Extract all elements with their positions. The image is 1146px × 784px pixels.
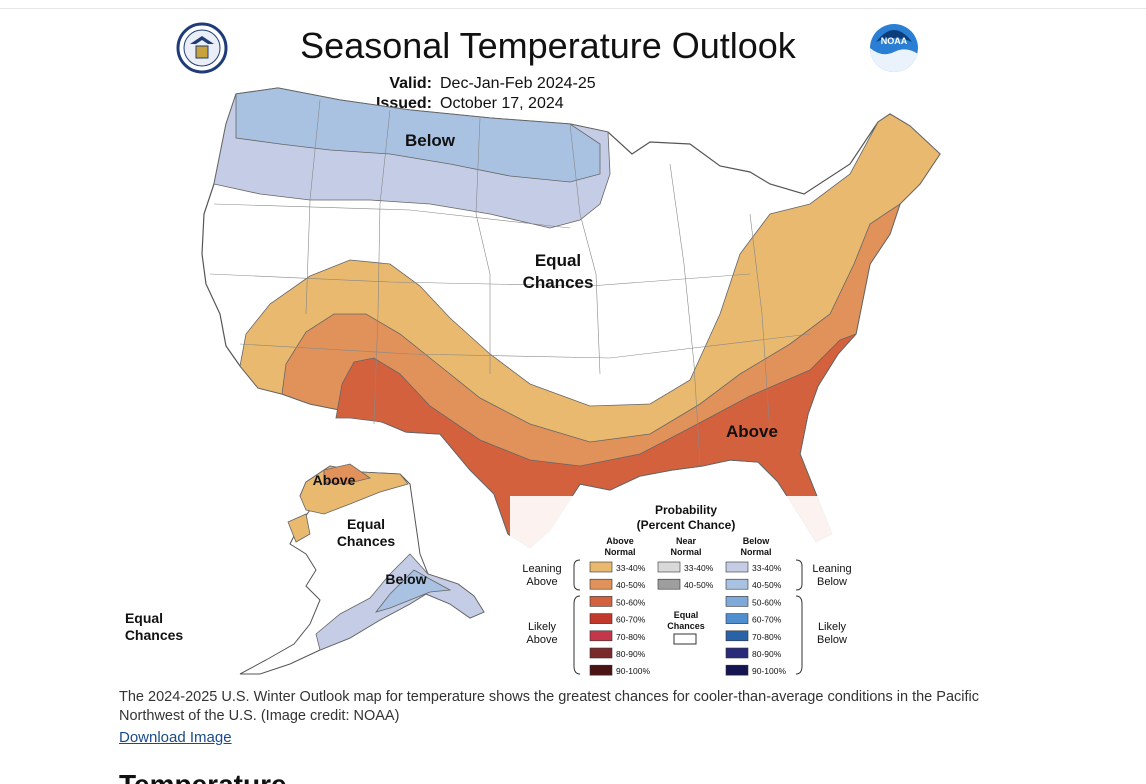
legend-swatch-above-0 — [589, 561, 613, 573]
legend-swatch-below-3 — [725, 613, 749, 624]
label-alaska-below: Below — [385, 571, 426, 587]
legend-label-above-5: 80-90% — [616, 649, 646, 659]
legend-label-below-0: 33-40% — [752, 563, 782, 573]
label-alaska-equal-2: Chances — [337, 533, 396, 549]
legend-label-below-4: 70-80% — [752, 632, 782, 642]
legend-label-above-0: 33-40% — [616, 563, 646, 573]
legend-label-below-6: 90-100% — [752, 666, 786, 676]
legend-col-above-1: Above — [606, 536, 634, 546]
label-equal-center-2: Chances — [523, 273, 594, 292]
label-alaska-equal-1: Equal — [347, 516, 385, 532]
label-equal-center-1: Equal — [535, 251, 581, 270]
valid-value: Dec-Jan-Feb 2024-25 — [440, 75, 596, 92]
legend-swatch-above-1 — [589, 578, 613, 590]
legend-swatch-near-1 — [657, 578, 681, 590]
legend-col-below-1: Below — [743, 536, 771, 546]
legend-title-1: Probability — [655, 503, 717, 517]
seasonal-outlook-map: NOAA Seasonal Temperature Outlook Valid:… — [110, 14, 990, 682]
legend-swatch-above-6 — [589, 664, 613, 676]
below-40-50-zone — [235, 87, 601, 183]
legend-label-above-4: 70-80% — [616, 632, 646, 642]
legend-label-above-3: 60-70% — [616, 615, 646, 625]
valid-label: Valid: — [389, 75, 432, 92]
noaa-logo: NOAA — [870, 24, 918, 72]
legend-swatch-above-5 — [589, 647, 613, 659]
legend-label-below-3: 60-70% — [752, 615, 782, 625]
image-caption: The 2024-2025 U.S. Winter Outlook map fo… — [119, 689, 979, 724]
legend-swatch-above-4 — [589, 630, 613, 642]
legend-likely-above-1: Likely — [528, 621, 557, 633]
top-divider — [0, 8, 1146, 9]
legend-likely-below-1: Likely — [818, 621, 847, 633]
legend-col-near-2: Normal — [670, 547, 701, 557]
legend-braces — [573, 559, 803, 675]
legend-label-below-1: 40-50% — [752, 580, 782, 590]
label-below-north: Below — [405, 131, 456, 150]
legend-likely-above-2: Above — [526, 634, 557, 646]
next-section-heading: Temperature — [119, 770, 287, 784]
legend-label-below-2: 50-60% — [752, 597, 782, 607]
legend-swatch-above-3 — [589, 613, 613, 624]
legend-label-above-2: 50-60% — [616, 597, 646, 607]
label-above-southeast: Above — [726, 422, 778, 441]
legend-leaning-below-2: Below — [817, 576, 847, 588]
legend-leaning-above-1: Leaning — [522, 563, 561, 575]
legend-rows: 33-40% 40-50% 50-60% 60-70% 70-80% 80-90% 90-1… — [589, 561, 786, 676]
legend-swatch-below-1 — [725, 578, 749, 590]
legend-title-2: (Percent Chance) — [637, 518, 736, 532]
probability-legend: Probability (Percent Chance) Above Norma… — [510, 496, 870, 676]
map-title: Seasonal Temperature Outlook — [300, 25, 797, 66]
label-hawaii-equal-2: Chances — [125, 627, 184, 643]
legend-swatch-below-4 — [725, 630, 749, 642]
state-lines — [209, 99, 811, 465]
legend-likely-below-2: Below — [817, 634, 847, 646]
legend-label-below-5: 80-90% — [752, 649, 782, 659]
alaska-map — [239, 463, 485, 675]
issued-value: October 17, 2024 — [440, 95, 564, 112]
legend-swatch-above-2 — [589, 596, 613, 607]
legend-swatch-near-0 — [657, 561, 681, 573]
legend-label-above-6: 90-100% — [616, 666, 650, 676]
legend-equal-swatch — [673, 633, 697, 645]
legend-swatch-below-2 — [725, 596, 749, 607]
legend-col-below-2: Normal — [740, 547, 771, 557]
legend-leaning-above-2: Above — [526, 576, 557, 588]
legend-swatch-below-6 — [725, 664, 749, 676]
legend-equal-2: Chances — [667, 621, 705, 631]
legend-equal-1: Equal — [674, 610, 699, 620]
legend-label-near-0: 33-40% — [684, 563, 714, 573]
download-image-link[interactable]: Download Image — [119, 729, 232, 746]
legend-swatch-below-0 — [725, 561, 749, 573]
label-alaska-above: Above — [313, 472, 356, 488]
legend-col-near-1: Near — [676, 536, 697, 546]
legend-col-above-2: Normal — [604, 547, 635, 557]
legend-label-near-1: 40-50% — [684, 580, 714, 590]
label-hawaii-equal-1: Equal — [125, 610, 163, 626]
legend-label-above-1: 40-50% — [616, 580, 646, 590]
commerce-seal-logo — [176, 22, 228, 74]
noaa-logo-text: NOAA — [881, 36, 908, 46]
legend-leaning-below-1: Leaning — [812, 563, 851, 575]
legend-swatch-below-5 — [725, 647, 749, 659]
